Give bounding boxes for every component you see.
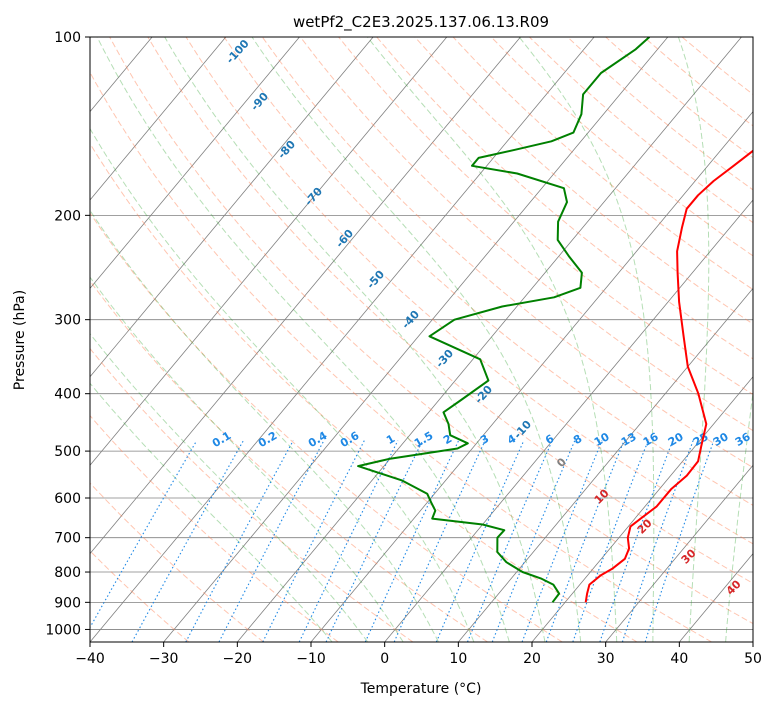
dry-adiabat-line — [147, 37, 753, 584]
isotherm-line — [310, 110, 753, 642]
moist-adiabat-line — [367, 37, 618, 642]
y-tick-label: 200 — [54, 208, 81, 224]
dry-adiabat-line — [452, 37, 753, 291]
mixing-ratio-line — [393, 440, 486, 642]
dry-adiabat-line — [109, 37, 753, 625]
dry-adiabat-line — [376, 37, 753, 360]
isotherm-line — [384, 199, 753, 642]
x-tick-label: 40 — [670, 651, 688, 667]
x-tick-label: 10 — [449, 651, 467, 667]
dry-adiabat-line — [90, 550, 190, 642]
mixing-ratio-line — [262, 440, 365, 642]
x-tick-label: 50 — [744, 651, 762, 667]
x-tick-label: 30 — [597, 651, 615, 667]
moist-adiabat-line — [90, 127, 475, 642]
dry-adiabat-line — [90, 212, 563, 642]
isotherm-line — [90, 37, 448, 466]
x-tick-label: −40 — [75, 651, 105, 667]
mixing-ratio-line — [599, 440, 674, 642]
isotherm-line — [531, 376, 753, 642]
dry-adiabat-line — [414, 37, 753, 325]
y-tick-label: 100 — [54, 30, 81, 46]
moist-adiabat-line — [90, 276, 404, 642]
x-tick-label: 0 — [380, 651, 389, 667]
y-tick-label: 700 — [54, 531, 81, 547]
isotherm-line — [90, 37, 227, 201]
dry-adiabat-line — [90, 482, 264, 642]
isotherm-line — [90, 37, 374, 378]
isotherm-line — [605, 464, 753, 642]
moist-adiabat-line — [725, 388, 753, 642]
dewpoint-profile-line — [357, 37, 651, 603]
isotherm-line — [237, 37, 742, 642]
moist-adiabat-line — [90, 382, 333, 642]
y-tick-label: 300 — [54, 313, 81, 329]
mixing-ratio-line — [90, 440, 198, 629]
isotherm-line — [458, 287, 753, 642]
moist-adiabat-line — [518, 37, 655, 642]
mixing-ratio-line — [466, 440, 553, 642]
axis-ticks: −40 −30 −20 −10 0 10 20 30 40 50 100 200 300 400 500 60… — [45, 30, 762, 667]
moist-adiabat-line — [251, 37, 582, 642]
y-tick-label: 900 — [54, 595, 81, 611]
chart-title: wetPf2_C2E3.2025.137.06.13.R09 — [293, 13, 549, 32]
y-tick-label: 600 — [54, 491, 81, 507]
dry-adiabat-line — [261, 37, 753, 469]
moist-adiabat-line — [677, 37, 710, 642]
x-tick-label: −20 — [223, 651, 253, 667]
dry-adiabat-line — [90, 142, 638, 642]
mixing-ratio-line — [298, 440, 399, 642]
moist-adiabat-line — [90, 332, 369, 642]
moist-adiabat-line — [90, 209, 439, 642]
dry-adiabat-line — [185, 37, 753, 545]
dry-adiabat-line — [90, 414, 339, 642]
x-tick-label: −10 — [296, 651, 326, 667]
y-tick-label: 500 — [54, 444, 81, 460]
mixing-ratio-line — [435, 440, 525, 642]
y-tick-label: 400 — [54, 387, 81, 403]
x-tick-label: 20 — [523, 651, 541, 667]
dry-adiabat-line — [90, 347, 414, 642]
mixing-ratio-line — [572, 440, 649, 642]
isotherm-line — [90, 37, 521, 555]
isotherm-line — [90, 37, 595, 642]
y-tick-label: 1000 — [45, 622, 81, 638]
dry-adiabat-line — [90, 280, 488, 642]
dry-adiabat-line — [90, 71, 712, 642]
y-axis-label: Pressure (hPa) — [12, 290, 28, 390]
dry-adiabat-line — [338, 37, 753, 396]
plot-frame — [89, 36, 754, 643]
dry-adiabat-line — [223, 37, 753, 506]
plot-area: 0.1 0.2 0.4 0.6 1 1.5 2 3 4 6 8 10 13 16 20 25 30 36-100-… — [90, 37, 753, 642]
moist-adiabat-line — [164, 37, 546, 642]
mixing-ratio-line — [131, 440, 244, 642]
x-axis-label: Temperature (°C) — [360, 681, 482, 697]
x-tick-label: −30 — [149, 651, 179, 667]
isotherm-line — [90, 37, 300, 290]
y-tick-label: 800 — [54, 565, 81, 581]
temperature-profile-line — [584, 149, 753, 603]
isotherm-line — [163, 37, 669, 642]
mixing-ratio-line — [185, 440, 294, 642]
